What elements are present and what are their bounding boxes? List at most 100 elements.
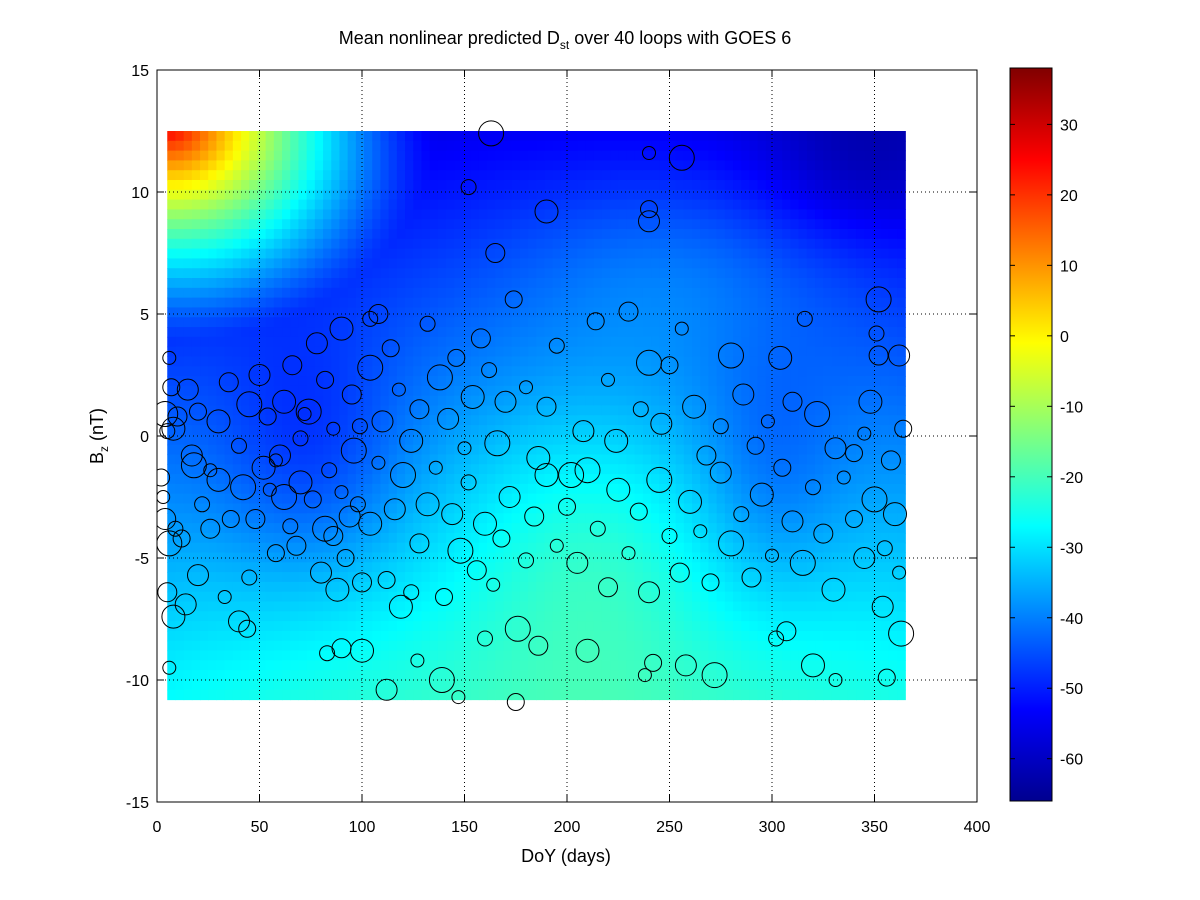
field-cell (749, 474, 759, 485)
field-cell (675, 689, 685, 701)
field-cell (667, 621, 677, 632)
field-cell (823, 287, 833, 299)
field-cell (175, 562, 185, 573)
field-cell (839, 229, 849, 240)
field-cell (380, 415, 390, 426)
field-cell (831, 317, 841, 328)
field-cell (839, 503, 849, 514)
field-cell (642, 483, 652, 495)
field-cell (560, 287, 570, 299)
field-cell (610, 366, 619, 377)
field-cell (757, 425, 767, 436)
field-cell (478, 150, 488, 161)
field-cell (765, 454, 775, 465)
field-cell (593, 503, 603, 514)
field-cell (355, 621, 365, 632)
field-cell (700, 140, 710, 152)
field-cell (651, 278, 660, 289)
field-cell (167, 258, 177, 269)
field-cell (560, 189, 570, 201)
field-cell (200, 219, 209, 230)
field-cell (798, 150, 808, 161)
field-cell (413, 229, 423, 240)
field-cell (413, 131, 423, 142)
field-cell (437, 199, 447, 211)
field-cell (519, 278, 529, 289)
field-cell (782, 523, 792, 534)
field-cell (864, 248, 874, 260)
field-cell (610, 209, 619, 220)
field-cell (282, 395, 291, 407)
field-cell (241, 601, 250, 612)
field-cell (724, 180, 734, 191)
field-cell (692, 611, 701, 622)
field-cell (314, 444, 324, 456)
field-cell (601, 621, 611, 632)
field-cell (831, 131, 841, 142)
field-cell (733, 425, 742, 436)
field-cell (511, 238, 521, 250)
field-cell (175, 434, 185, 446)
field-cell (200, 199, 209, 211)
field-cell (323, 395, 332, 407)
field-cell (618, 532, 628, 544)
field-cell (749, 170, 759, 181)
field-cell (724, 405, 734, 416)
field-cell (257, 248, 267, 260)
field-cell (478, 405, 488, 416)
field-cell (757, 679, 767, 691)
field-cell (208, 513, 218, 524)
field-cell (224, 278, 234, 289)
field-cell (511, 425, 521, 436)
field-cell (528, 376, 537, 387)
field-cell (273, 572, 283, 583)
field-cell (634, 268, 644, 279)
field-cell (569, 229, 578, 240)
field-cell (692, 160, 701, 171)
field-cell (692, 258, 701, 269)
field-cell (495, 268, 505, 279)
field-cell (241, 346, 250, 358)
field-cell (569, 591, 578, 603)
field-cell (667, 376, 677, 387)
field-cell (421, 209, 431, 220)
field-cell (675, 131, 685, 142)
field-cell (593, 415, 603, 426)
field-cell (528, 679, 537, 691)
field-cell (831, 425, 841, 436)
field-cell (823, 170, 833, 181)
field-cell (487, 229, 496, 240)
field-cell (569, 317, 578, 328)
field-cell (232, 248, 242, 260)
field-cell (314, 160, 324, 171)
field-cell (659, 150, 669, 161)
field-cell (298, 552, 308, 563)
field-cell (544, 287, 554, 299)
field-cell (683, 189, 693, 201)
field-cell (634, 630, 644, 642)
field-cell (446, 238, 455, 250)
field-cell (347, 523, 357, 534)
field-cell (815, 287, 824, 299)
field-cell (462, 327, 472, 338)
field-cell (462, 219, 472, 230)
field-cell (265, 317, 275, 328)
field-cell (323, 591, 332, 603)
field-cell (774, 170, 783, 181)
field-cell (478, 689, 488, 701)
field-cell (339, 630, 349, 642)
field-cell (593, 199, 603, 211)
field-cell (847, 385, 857, 397)
field-cell (257, 542, 267, 554)
field-cell (864, 229, 874, 240)
field-cell (470, 611, 480, 622)
field-cell (659, 278, 669, 289)
field-cell (847, 503, 857, 514)
field-cell (560, 356, 570, 367)
field-cell (331, 140, 341, 152)
field-cell (421, 229, 431, 240)
field-cell (593, 493, 603, 505)
field-cell (552, 248, 562, 260)
field-cell (372, 258, 382, 269)
field-cell (339, 591, 349, 603)
